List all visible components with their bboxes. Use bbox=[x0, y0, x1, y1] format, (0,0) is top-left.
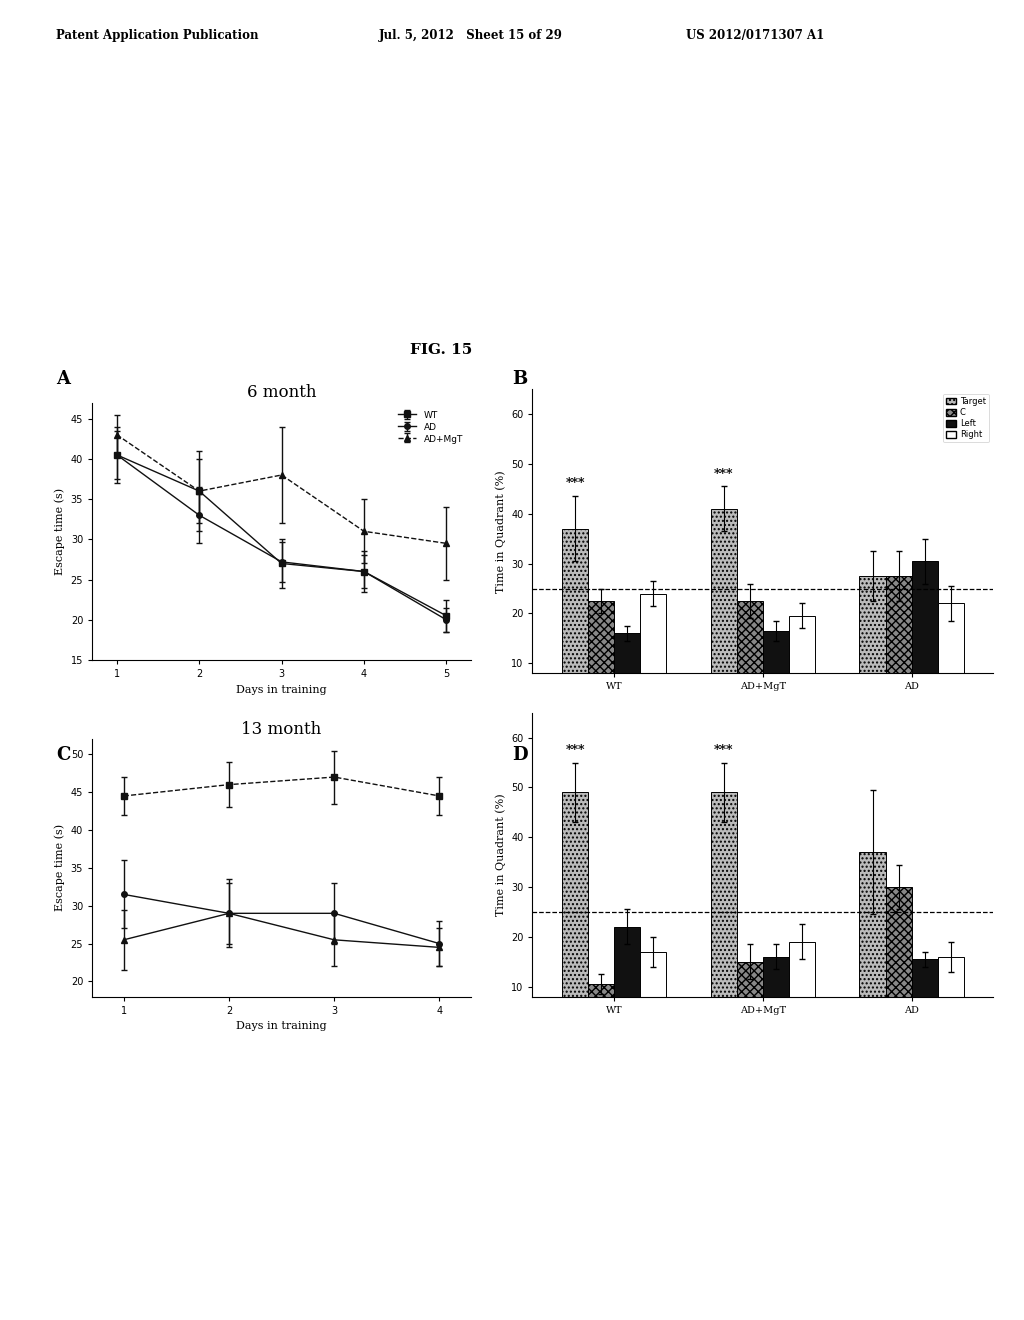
Bar bbox=[911, 960, 938, 1036]
Text: ***: *** bbox=[565, 743, 585, 756]
Text: ***: *** bbox=[565, 478, 585, 491]
Text: D: D bbox=[512, 746, 527, 764]
Bar bbox=[737, 601, 763, 713]
Bar bbox=[711, 510, 737, 713]
Bar bbox=[911, 561, 938, 713]
Bar bbox=[938, 957, 964, 1036]
Text: ***: *** bbox=[714, 743, 733, 756]
Bar bbox=[886, 576, 911, 713]
Bar bbox=[859, 576, 886, 713]
Text: ***: *** bbox=[714, 467, 733, 480]
Bar bbox=[859, 853, 886, 1036]
Text: A: A bbox=[56, 370, 71, 388]
X-axis label: Days in training: Days in training bbox=[237, 1022, 327, 1031]
Text: C: C bbox=[56, 746, 71, 764]
Y-axis label: Time in Quadrant (%): Time in Quadrant (%) bbox=[495, 793, 506, 916]
Bar bbox=[886, 887, 911, 1036]
Bar bbox=[737, 962, 763, 1036]
Bar bbox=[588, 985, 614, 1036]
Bar bbox=[562, 529, 588, 713]
Bar bbox=[562, 792, 588, 1036]
Title: 13 month: 13 month bbox=[242, 721, 322, 738]
Bar bbox=[640, 594, 667, 713]
Bar bbox=[788, 942, 815, 1036]
Bar bbox=[614, 634, 640, 713]
Text: US 2012/0171307 A1: US 2012/0171307 A1 bbox=[686, 29, 824, 42]
Title: 6 month: 6 month bbox=[247, 384, 316, 401]
Bar bbox=[788, 616, 815, 713]
Bar bbox=[640, 952, 667, 1036]
Y-axis label: Escape time (s): Escape time (s) bbox=[54, 487, 66, 576]
Text: B: B bbox=[512, 370, 527, 388]
Legend: WT, AD, AD+MgT: WT, AD, AD+MgT bbox=[394, 407, 467, 447]
Bar bbox=[938, 603, 964, 713]
Text: FIG. 15: FIG. 15 bbox=[410, 343, 472, 358]
Bar bbox=[763, 957, 788, 1036]
Y-axis label: Escape time (s): Escape time (s) bbox=[54, 824, 66, 912]
Bar bbox=[711, 792, 737, 1036]
Bar bbox=[614, 927, 640, 1036]
Bar bbox=[588, 601, 614, 713]
Legend: Target, C, Left, Right: Target, C, Left, Right bbox=[943, 393, 989, 442]
X-axis label: Days in training: Days in training bbox=[237, 685, 327, 694]
Bar bbox=[763, 631, 788, 713]
Text: Patent Application Publication: Patent Application Publication bbox=[56, 29, 259, 42]
Text: Jul. 5, 2012   Sheet 15 of 29: Jul. 5, 2012 Sheet 15 of 29 bbox=[379, 29, 563, 42]
Y-axis label: Time in Quadrant (%): Time in Quadrant (%) bbox=[495, 470, 506, 593]
